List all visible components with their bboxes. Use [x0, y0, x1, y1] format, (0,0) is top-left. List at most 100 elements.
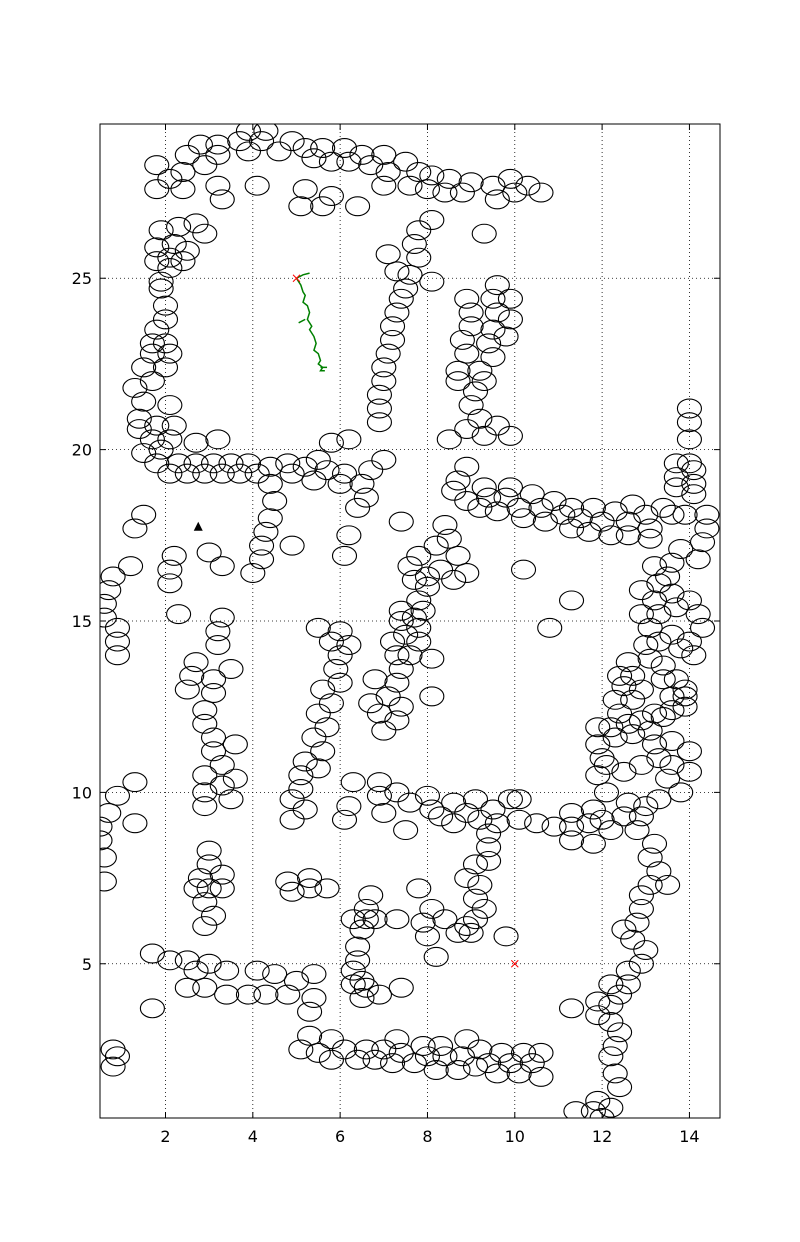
obstacle-ellipse	[685, 549, 711, 570]
obstacle-ellipse	[310, 741, 336, 762]
obstacle-ellipse	[183, 213, 209, 234]
obstacle-ellipse	[331, 809, 358, 830]
obstacle-ellipse	[646, 631, 672, 652]
obstacle-ellipse	[358, 460, 384, 481]
obstacle-ellipse	[209, 775, 235, 796]
obstacle-ellipse	[375, 244, 401, 265]
obstacle-ellipse	[615, 652, 641, 673]
obstacle-ellipse	[279, 789, 305, 810]
obstacle-ellipse	[558, 518, 585, 539]
obstacle-ellipse	[122, 377, 148, 398]
obstacle-ellipse	[371, 720, 397, 741]
obstacle-ellipse	[327, 645, 353, 666]
obstacle-ellipse	[371, 449, 397, 470]
obstacle-ellipse	[528, 182, 554, 203]
obstacle-ellipse	[580, 833, 606, 854]
obstacle-ellipse	[384, 782, 410, 803]
obstacle-ellipse	[388, 600, 414, 621]
obstacle-ellipse	[663, 467, 689, 488]
obstacle-ellipse	[349, 473, 375, 494]
obstacle-ellipse	[148, 271, 174, 292]
obstacle-ellipse	[445, 1060, 471, 1080]
obstacle-ellipse	[541, 816, 567, 837]
obstacle-ellipse	[327, 621, 353, 642]
obstacle-ellipse	[192, 765, 218, 786]
obstacle-ellipse	[598, 994, 624, 1015]
obstacle-ellipse	[379, 631, 406, 652]
obstacle-ellipse	[100, 1056, 126, 1077]
obstacle-ellipse	[345, 196, 371, 217]
obstacle-ellipse	[659, 686, 685, 707]
obstacle-ellipse	[205, 621, 231, 642]
obstacle-ellipse	[510, 559, 537, 580]
obstacle-ellipse	[663, 669, 689, 690]
obstacle-ellipse	[379, 329, 406, 350]
obstacle-ellipse	[663, 597, 689, 618]
obstacle-ellipse	[445, 545, 471, 566]
obstacle-ellipse	[126, 419, 152, 440]
obstacle-ellipse	[331, 1039, 358, 1060]
obstacle-ellipse	[104, 617, 131, 638]
y-tick-label: 15	[72, 612, 92, 631]
obstacle-ellipse	[589, 511, 615, 532]
obstacle-ellipse	[122, 518, 148, 539]
obstacle-ellipse	[484, 415, 510, 436]
obstacle-ellipse	[327, 672, 353, 693]
obstacle-ellipse	[672, 679, 698, 700]
obstacle-ellipse	[637, 847, 663, 868]
obstacle-ellipse	[615, 713, 641, 734]
obstacle-ellipse	[174, 679, 200, 700]
obstacle-ellipse	[480, 347, 506, 368]
obstacle-ellipse	[340, 974, 366, 995]
obstacle-ellipse	[419, 271, 445, 292]
obstacle-ellipse	[384, 261, 410, 282]
obstacle-ellipse	[598, 525, 624, 546]
obstacle-ellipse	[462, 909, 489, 930]
obstacle-ellipse	[131, 504, 157, 525]
obstacle-ellipse	[104, 785, 131, 806]
obstacle-ellipse	[393, 278, 419, 299]
obstacle-ellipse	[620, 494, 646, 515]
obstacle-ellipse	[414, 179, 441, 200]
obstacle-ellipse	[100, 871, 117, 892]
obstacle-ellipse	[506, 789, 532, 810]
obstacle-ellipse	[292, 138, 318, 158]
obstacle-ellipse	[192, 977, 218, 998]
obstacle-ellipse	[292, 456, 318, 477]
obstacle-ellipse	[672, 686, 698, 707]
obstacle-ellipse	[244, 175, 270, 196]
obstacle-ellipse	[292, 751, 318, 772]
obstacle-ellipse	[139, 371, 165, 392]
obstacle-ellipse	[659, 730, 685, 751]
obstacle-ellipse	[240, 563, 266, 583]
obstacle-ellipse	[462, 854, 489, 875]
obstacle-ellipse	[598, 1046, 624, 1067]
obstacle-ellipse	[358, 885, 384, 906]
obstacle-ellipse	[637, 720, 663, 741]
obstacle-ellipse	[646, 573, 672, 594]
obstacle-ellipse	[200, 905, 227, 926]
path-line	[295, 277, 325, 372]
obstacle-markers	[100, 124, 720, 1118]
obstacle-ellipse	[340, 960, 366, 981]
obstacle-ellipse	[152, 309, 179, 330]
obstacle-ellipse	[209, 463, 235, 484]
obstacle-ellipse	[580, 497, 606, 518]
obstacle-ellipse	[637, 648, 663, 669]
obstacle-ellipse	[401, 607, 427, 628]
obstacle-ellipse	[375, 162, 401, 182]
obstacle-ellipse	[497, 477, 523, 498]
obstacle-ellipse	[318, 631, 344, 652]
obstacle-ellipse	[152, 295, 179, 316]
obstacle-ellipse	[174, 240, 200, 261]
obstacle-ellipse	[598, 1097, 624, 1118]
y-tick-label: 25	[72, 269, 92, 288]
obstacle-ellipse	[476, 837, 502, 858]
obstacle-ellipse	[497, 168, 523, 189]
obstacle-ellipse	[628, 885, 654, 906]
obstacle-ellipse	[353, 977, 379, 998]
obstacle-ellipse	[144, 179, 170, 200]
obstacle-ellipse	[506, 809, 532, 830]
obstacle-ellipse	[436, 429, 462, 450]
obstacle-ellipse	[681, 484, 707, 505]
